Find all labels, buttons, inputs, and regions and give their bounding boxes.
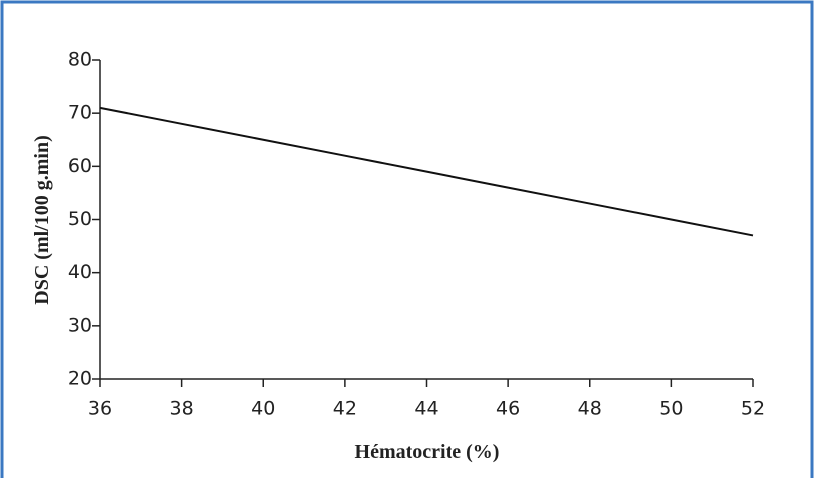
x-tick-label: 52 — [741, 398, 765, 420]
y-tick-label: 20 — [68, 368, 92, 390]
y-tick-label: 30 — [68, 314, 92, 336]
x-axis-title: Hématocrite (%) — [355, 441, 500, 463]
x-tick-label: 46 — [496, 398, 520, 420]
x-tick-label: 50 — [659, 398, 683, 420]
y-tick-label: 50 — [68, 208, 92, 230]
x-tick-label: 36 — [88, 398, 112, 420]
x-tick-label: 42 — [333, 398, 357, 420]
x-tick-label: 44 — [414, 398, 438, 420]
y-tick-label: 40 — [68, 261, 92, 283]
y-tick-label: 80 — [68, 49, 92, 71]
x-tick-label: 48 — [578, 398, 602, 420]
y-tick-label: 70 — [68, 102, 92, 124]
line — [99, 106, 754, 237]
y-axis-title: DSC (ml/100 g.min) — [31, 135, 53, 304]
x-tick-label: 38 — [170, 398, 194, 420]
y-tick-label: 60 — [68, 155, 92, 177]
x-tick-label: 40 — [251, 398, 275, 420]
